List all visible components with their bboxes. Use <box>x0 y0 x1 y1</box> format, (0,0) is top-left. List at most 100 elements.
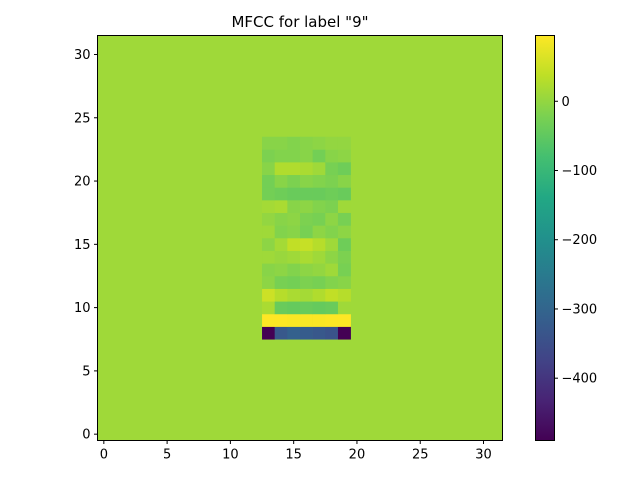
heatmap-cell <box>325 263 338 276</box>
heatmap-cell <box>313 162 326 175</box>
heatmap-cell <box>262 301 275 314</box>
heatmap-cell <box>300 251 313 264</box>
heatmap-cell <box>338 162 351 175</box>
heatmap-cell <box>262 251 275 264</box>
heatmap-cell <box>287 200 300 213</box>
colorbar-tick-label: −300 <box>562 302 598 317</box>
heatmap-cell <box>313 200 326 213</box>
heatmap-cell <box>300 225 313 238</box>
heatmap-cell <box>300 175 313 188</box>
heatmap-cell <box>325 314 338 327</box>
colorbar-tick-label: −400 <box>562 372 598 387</box>
heatmap-cell <box>300 213 313 226</box>
x-tick-label: 15 <box>285 448 302 463</box>
heatmap-cell <box>338 263 351 276</box>
heatmap-cell <box>287 276 300 289</box>
heatmap-cell <box>287 149 300 162</box>
y-tick-label: 0 <box>82 428 90 443</box>
heatmap-cell <box>338 301 351 314</box>
heatmap-cell <box>338 327 351 340</box>
heatmap-cell <box>262 263 275 276</box>
heatmap-cell <box>300 200 313 213</box>
heatmap-cell <box>325 225 338 238</box>
heatmap-cell <box>338 149 351 162</box>
heatmap-cell <box>338 137 351 150</box>
heatmap-cell <box>300 187 313 200</box>
heatmap-cell <box>325 251 338 264</box>
heatmap-cell <box>325 276 338 289</box>
heatmap-cell <box>313 289 326 302</box>
heatmap-cell <box>275 200 288 213</box>
heatmap-cell <box>262 276 275 289</box>
heatmap-cell <box>313 301 326 314</box>
heatmap-cell <box>287 251 300 264</box>
heatmap-cell <box>300 301 313 314</box>
heatmap-cell <box>275 314 288 327</box>
heatmap-cell <box>313 213 326 226</box>
heatmap-cell <box>325 289 338 302</box>
heatmap-cell <box>275 225 288 238</box>
heatmap-cell <box>275 276 288 289</box>
heatmap-cell <box>262 289 275 302</box>
x-tick-label: 10 <box>222 448 239 463</box>
heatmap-cell <box>313 327 326 340</box>
heatmap-cell <box>275 175 288 188</box>
heatmap-cell <box>313 314 326 327</box>
heatmap-cell <box>313 187 326 200</box>
colorbar-tick-label: 0 <box>562 95 570 110</box>
heatmap-cell <box>313 238 326 251</box>
heatmap-cell <box>313 225 326 238</box>
x-tick-label: 0 <box>100 448 108 463</box>
heatmap-cell <box>287 213 300 226</box>
y-axis: 0 5 10 15 20 25 30 <box>74 48 98 443</box>
heatmap-cell <box>287 187 300 200</box>
x-tick-label: 30 <box>475 448 492 463</box>
heatmap-cell <box>300 149 313 162</box>
heatmap-cell <box>287 263 300 276</box>
y-tick-label: 25 <box>74 111 91 126</box>
heatmap-cell <box>325 301 338 314</box>
heatmap-cell <box>300 327 313 340</box>
heatmap-cell <box>287 175 300 188</box>
heatmap-cell <box>287 314 300 327</box>
heatmap-cell <box>338 276 351 289</box>
heatmap-cell <box>338 251 351 264</box>
heatmap-cell <box>338 187 351 200</box>
heatmap-cell <box>275 162 288 175</box>
colorbar-tick-label: −100 <box>562 164 598 179</box>
heatmap-cell <box>262 200 275 213</box>
heatmap-cell <box>287 225 300 238</box>
y-tick-label: 30 <box>74 48 91 63</box>
heatmap-cell <box>325 149 338 162</box>
heatmap-cell <box>275 187 288 200</box>
heatmap-cell <box>338 289 351 302</box>
heatmap-cell <box>300 314 313 327</box>
heatmap-cell <box>325 238 338 251</box>
heatmap-cell <box>262 187 275 200</box>
heatmap-cell <box>338 225 351 238</box>
heatmap-cell <box>262 238 275 251</box>
heatmap-cell <box>300 276 313 289</box>
y-tick-label: 5 <box>82 364 90 379</box>
heatmap-cell <box>262 149 275 162</box>
y-tick-label: 20 <box>74 175 91 190</box>
heatmap-cell <box>325 175 338 188</box>
heatmap-cell <box>287 238 300 251</box>
heatmap-cell <box>275 327 288 340</box>
heatmap-cell <box>262 327 275 340</box>
heatmap-cell <box>338 175 351 188</box>
heatmap-cell <box>338 314 351 327</box>
heatmap-cell <box>325 137 338 150</box>
colorbar-tick-label: −200 <box>562 233 598 248</box>
heatmap-cell <box>262 175 275 188</box>
heatmap-cell <box>300 162 313 175</box>
heatmap-cell <box>275 263 288 276</box>
heatmap-cell <box>262 225 275 238</box>
x-tick-label: 5 <box>163 448 171 463</box>
colorbar <box>536 36 555 441</box>
heatmap-cell <box>313 149 326 162</box>
heatmap-cell <box>287 327 300 340</box>
heatmap-cell <box>262 137 275 150</box>
heatmap-cell <box>275 301 288 314</box>
